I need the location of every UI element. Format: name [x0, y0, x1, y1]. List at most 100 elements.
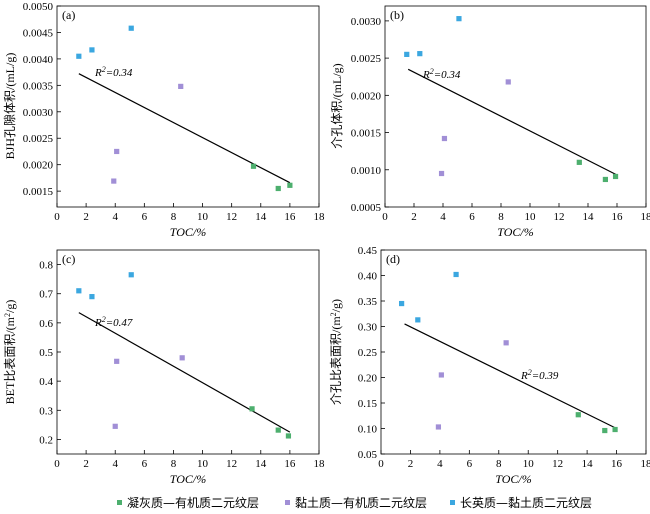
panel-a-point-clay [111, 178, 117, 184]
panel-c-x-tick-label: 16 [284, 458, 296, 470]
panel-c-x-tick-label: 12 [226, 458, 237, 470]
panel-b-x-tick-label: 16 [612, 211, 624, 223]
panel-d-x-tick-label: 8 [496, 458, 502, 470]
legend-swatch-quartz [450, 500, 455, 505]
panel-b-x-tick-label: 8 [498, 211, 504, 223]
panel-a-y-tick-label: 0.0050 [23, 1, 54, 13]
panel-b-plot-frame [384, 5, 647, 208]
panel-c-point-quartz [89, 294, 95, 300]
panel-a-y-tick-label: 0.0030 [23, 107, 54, 119]
panel-b-x-tick-label: 14 [583, 211, 595, 223]
panel-a-x-tick-label: 6 [142, 211, 148, 223]
panel-d-y-tick-label: 0.25 [358, 347, 378, 359]
panel-d-point-clay [438, 372, 444, 378]
panel-c-y-tick-label: 0.2 [39, 434, 53, 446]
panel-a-point-tuff [287, 182, 293, 188]
panel-c-y-tick-label: 0.7 [39, 289, 53, 301]
panel-c-point-quartz [128, 272, 134, 278]
panel-d-y-tick-label: 0.20 [358, 373, 378, 385]
panel-a-y-tick-label: 0.0025 [23, 133, 54, 145]
panel-d-y-tick-label: 0.10 [358, 424, 378, 436]
panel-b-r2-label: R2=0.34 [422, 67, 461, 82]
panel-d-r2-label: R2=0.39 [520, 368, 559, 383]
panel-a-x-tick-label: 18 [314, 211, 326, 223]
panel-b-y-tick-label: 0.0010 [351, 165, 382, 177]
panel-b-point-clay [441, 135, 448, 142]
panel-b-point-quartz [404, 51, 410, 57]
panel-d-x-tick-label: 2 [408, 458, 414, 470]
legend-swatch-tuff [117, 500, 122, 505]
panel-a-panel-tag: (a) [62, 8, 75, 22]
panel-b-point-clay [505, 79, 511, 85]
panel-b-x-tick-label: 18 [641, 211, 650, 223]
legend-item-clay: 黏土质—有机质二元纹层 [285, 496, 427, 510]
panel-d-panel-tag: (d) [386, 252, 400, 266]
panel-d-point-quartz [453, 271, 459, 278]
panel-b-y-tick-label: 0.0005 [351, 202, 382, 214]
panel-b-x-tick-label: 4 [440, 211, 446, 223]
panel-d-x-tick-label: 16 [611, 458, 623, 470]
panel-a-x-tick-label: 14 [255, 211, 267, 223]
panel-d-y-axis-label: 介孔比表面积/(m2/g) [329, 299, 344, 405]
panel-a-y-tick-label: 0.0020 [23, 160, 54, 172]
panel-c-y-tick-label: 0.4 [39, 376, 53, 388]
panel-d-regression-line [404, 323, 617, 430]
panel-c-r2-label: R2=0.47 [94, 315, 133, 330]
panel-d-y-tick-label: 0.45 [358, 245, 378, 257]
panel-b-x-tick-label: 0 [382, 211, 388, 223]
panel-a-x-tick-label: 8 [171, 211, 177, 223]
panel-b-y-tick-label: 0.0025 [351, 53, 382, 65]
panel-c-panel-tag: (c) [62, 252, 75, 266]
panel-b-regression-line [407, 68, 618, 176]
panel-c-y-tick-label: 0.5 [39, 347, 53, 359]
panel-c-y-axis-label: BET比表面积/(m2/g) [3, 300, 18, 405]
panel-c-point-clay [112, 423, 118, 429]
legend-label-tuff: 凝灰质—有机质二元纹层 [127, 496, 260, 510]
legend-item-quartz: 长英质—黏土质二元纹层 [450, 496, 592, 510]
panel-a-point-clay [178, 83, 184, 89]
panel-d-x-tick-label: 12 [552, 458, 563, 470]
panel-a-x-tick-label: 10 [197, 211, 209, 223]
panel-a-r2-label: R2=0.34 [94, 65, 133, 80]
panel-c-x-tick-label: 4 [112, 458, 118, 470]
panel-c-x-tick-label: 10 [197, 458, 209, 470]
panel-c-regression-line [78, 312, 291, 433]
panel-a-x-tick-label: 16 [284, 211, 296, 223]
panel-b-y-tick-label: 0.0015 [351, 128, 382, 140]
legend-label-quartz: 长英质—黏土质二元纹层 [460, 496, 593, 510]
panel-b-x-tick-label: 10 [525, 211, 537, 223]
legend-label-clay: 黏土质—有机质二元纹层 [295, 496, 428, 510]
panel-d-y-tick-label: 0.40 [358, 271, 378, 283]
panel-b-x-tick-label: 6 [469, 211, 475, 223]
panel-d-point-clay [435, 424, 442, 430]
panel-d-y-tick-label: 0.30 [358, 322, 378, 334]
panel-a-y-tick-label: 0.0040 [23, 54, 54, 66]
panel-d-point-clay [503, 340, 509, 346]
panel-b-x-axis-label: TOC/% [497, 225, 533, 239]
panel-a-x-tick-label: 12 [226, 211, 237, 223]
panel-c-x-tick-label: 6 [142, 458, 148, 470]
panel-c-point-clay [114, 358, 120, 364]
panel-c-point-quartz [76, 288, 82, 294]
panel-d-point-quartz [399, 300, 405, 307]
panel-a-point-quartz [128, 25, 134, 31]
panel-a-plot-frame [56, 5, 320, 208]
panel-d-point-tuff [602, 427, 608, 434]
panel-a-regression-line [78, 73, 291, 184]
panel-d-x-tick-label: 10 [523, 458, 535, 470]
panel-c-plot-frame [56, 249, 320, 455]
panel-d-x-tick-label: 14 [582, 458, 594, 470]
panel-b-x-tick-label: 12 [554, 211, 565, 223]
panel-c-point-tuff [275, 427, 281, 433]
panel-c-x-tick-label: 0 [54, 458, 60, 470]
panel-c-x-tick-label: 2 [83, 458, 89, 470]
panel-d-point-tuff [575, 412, 581, 418]
panel-a-y-tick-label: 0.0035 [23, 80, 54, 92]
panel-a-x-tick-label: 0 [54, 211, 60, 223]
panel-b-point-quartz [417, 51, 423, 57]
panel-d-x-tick-label: 4 [437, 458, 443, 470]
panel-b-point-quartz [456, 16, 462, 22]
panel-b-y-axis-label: 介孔体积/(mL/g) [330, 63, 344, 148]
panel-a-x-tick-label: 4 [112, 211, 118, 223]
